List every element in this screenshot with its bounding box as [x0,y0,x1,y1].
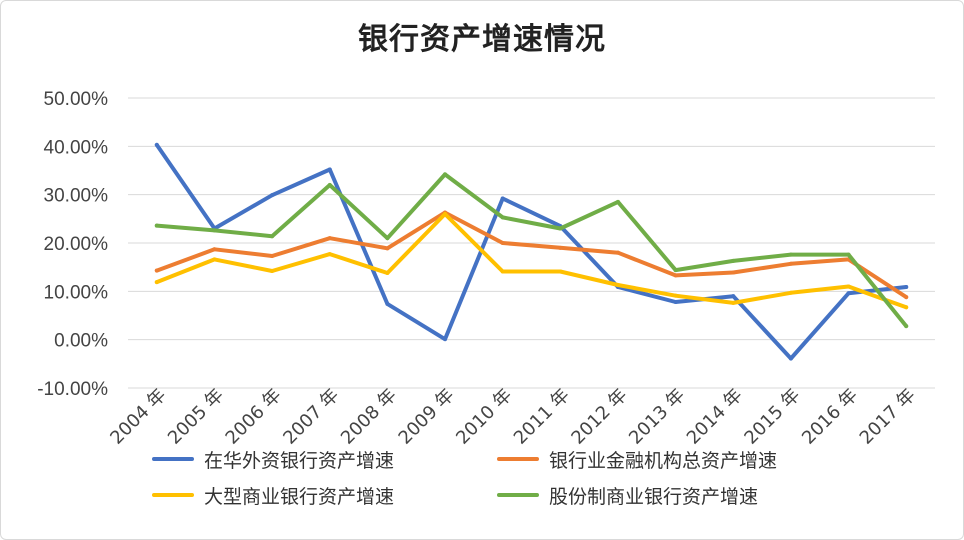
data-point-3-11 [788,252,793,257]
data-point-3-5 [443,172,448,177]
legend-item-series-1: 银行业金融机构总资产增速 [497,446,897,472]
xtick-label-12: 2016 年 [798,385,862,449]
data-point-0-10 [731,294,736,299]
data-point-2-9 [673,293,678,298]
series-line-2 [154,212,909,310]
data-point-3-8 [615,199,620,204]
legend-item-series-3: 股份制商业银行资产增速 [497,482,897,508]
data-point-2-2 [270,269,275,274]
data-point-1-9 [673,273,678,278]
data-point-3-0 [154,223,159,228]
data-point-1-0 [154,268,159,273]
data-point-2-10 [731,300,736,305]
ytick-label-2: 30.00% [44,186,109,207]
data-point-0-3 [327,167,332,172]
data-point-2-7 [558,269,563,274]
data-point-0-12 [846,291,851,296]
data-point-1-11 [788,261,793,266]
data-point-3-3 [327,183,332,187]
xtick-label-8: 2012 年 [567,385,631,449]
xtick-label-2: 2006 年 [222,385,286,449]
ytick-label-6: -10.00% [37,379,108,400]
data-point-1-2 [270,254,275,259]
data-point-3-7 [558,226,563,231]
data-point-3-9 [673,268,678,273]
data-point-0-9 [673,299,678,304]
xtick-label-6: 2010 年 [452,385,516,449]
data-point-0-13 [904,284,909,289]
series-line-3 [154,172,909,329]
ytick-label-5: 0.00% [54,331,108,352]
ytick-label-4: 10.00% [44,282,109,303]
legend-label-series-1: 银行业金融机构总资产增速 [549,449,778,472]
xtick-label-7: 2011 年 [510,385,574,449]
data-point-1-10 [731,270,736,275]
legend-swatch-series-0 [152,457,194,461]
xtick-label-9: 2013 年 [625,385,689,449]
data-point-0-2 [270,193,275,198]
data-point-0-5 [443,337,448,342]
data-point-1-4 [385,246,390,251]
data-point-2-13 [904,305,909,310]
data-point-1-8 [615,250,620,255]
legend-label-series-3: 股份制商业银行资产增速 [549,485,759,508]
xtick-label-5: 2009 年 [395,385,459,449]
data-point-2-4 [385,270,390,275]
legend-label-series-0: 在华外资银行资产增速 [204,449,395,472]
data-point-2-8 [615,283,620,288]
chart-title: 银行资产增速情况 [358,22,606,57]
data-point-2-12 [846,284,851,289]
ytick-label-3: 20.00% [44,234,109,255]
ytick-label-0: 50.00% [44,89,109,110]
data-point-1-13 [904,295,909,300]
data-point-3-4 [385,236,390,241]
legend-swatch-series-2 [152,493,194,497]
data-point-0-11 [788,356,793,361]
series-line-1 [154,210,909,300]
data-point-1-3 [327,236,332,241]
data-point-2-11 [788,290,793,295]
data-point-3-12 [846,252,851,257]
xtick-label-1: 2005 年 [164,385,228,449]
xtick-label-4: 2008 年 [337,385,401,449]
data-point-1-6 [500,241,505,245]
data-point-0-0 [154,142,159,147]
data-point-0-4 [385,301,390,306]
xtick-label-3: 2007 年 [279,385,343,449]
legend-item-series-2: 大型商业银行资产增速 [152,482,497,508]
legend-swatch-series-1 [497,457,539,461]
ytick-label-1: 40.00% [44,137,109,158]
legend-swatch-series-3 [497,493,539,497]
data-point-2-3 [327,252,332,257]
xtick-label-13: 2017 年 [856,385,920,449]
chart-legend: 在华外资银行资产增速 银行业金融机构总资产增速 大型商业银行资产增速 股份制商业… [152,446,912,508]
data-point-0-6 [500,196,505,201]
data-point-3-6 [500,215,505,220]
data-point-3-1 [212,228,217,233]
xtick-label-11: 2015 年 [740,385,804,449]
data-point-1-1 [212,247,217,252]
xtick-label-0: 2004 年 [106,385,170,449]
legend-item-series-0: 在华外资银行资产增速 [152,446,497,472]
data-point-2-5 [443,212,448,216]
legend-label-series-2: 大型商业银行资产增速 [204,485,395,508]
data-point-2-0 [154,280,159,285]
data-point-3-13 [904,324,909,329]
series-line-0 [154,142,909,361]
xtick-label-10: 2014 年 [683,385,747,449]
data-point-1-7 [558,245,563,250]
data-point-3-2 [270,234,275,239]
data-point-2-6 [500,269,505,274]
data-point-3-10 [731,258,736,263]
data-point-2-1 [212,257,217,262]
